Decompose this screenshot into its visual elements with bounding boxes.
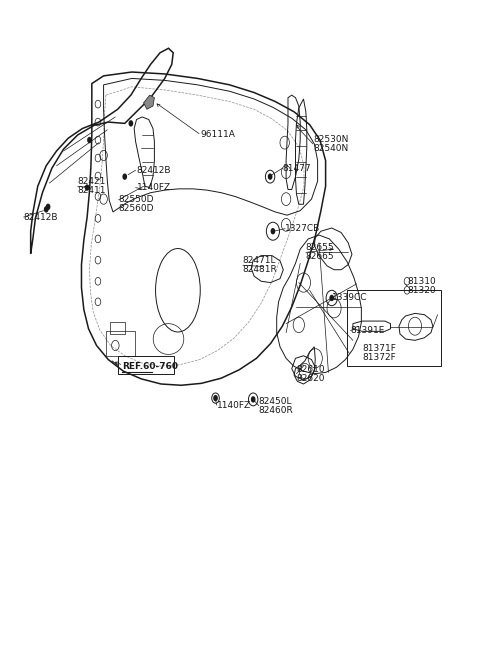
- Text: 82610: 82610: [297, 365, 325, 374]
- Circle shape: [87, 137, 92, 143]
- Circle shape: [271, 228, 275, 234]
- Text: 1327CB: 1327CB: [285, 224, 321, 233]
- Text: 81477: 81477: [282, 164, 311, 173]
- Text: 82460R: 82460R: [259, 406, 294, 415]
- Text: 82665: 82665: [306, 252, 335, 261]
- Text: 82412B: 82412B: [136, 166, 171, 175]
- Text: 1140FZ: 1140FZ: [136, 183, 170, 192]
- Text: 82655: 82655: [306, 244, 335, 252]
- Text: 82421: 82421: [78, 178, 106, 186]
- Text: 82471L: 82471L: [243, 256, 276, 265]
- Text: 82560D: 82560D: [119, 204, 154, 214]
- Text: 82550D: 82550D: [119, 195, 154, 204]
- Bar: [110, 322, 125, 334]
- Text: 82450L: 82450L: [259, 397, 292, 406]
- Text: 1339CC: 1339CC: [332, 293, 367, 302]
- Circle shape: [213, 395, 218, 402]
- Circle shape: [268, 174, 273, 180]
- Text: 82481R: 82481R: [243, 265, 277, 274]
- Circle shape: [85, 184, 89, 191]
- Text: 81391E: 81391E: [350, 326, 385, 335]
- Text: 96111A: 96111A: [200, 130, 235, 140]
- Bar: [106, 331, 135, 356]
- Text: 82540N: 82540N: [313, 144, 348, 153]
- Circle shape: [44, 206, 48, 213]
- Text: REF.60-760: REF.60-760: [122, 362, 179, 371]
- Text: 81320: 81320: [407, 286, 436, 295]
- Bar: [347, 290, 441, 366]
- Circle shape: [129, 120, 133, 126]
- Text: 81371F: 81371F: [362, 343, 396, 352]
- Text: 82412B: 82412B: [24, 213, 58, 221]
- Circle shape: [122, 174, 127, 180]
- Text: 81310: 81310: [407, 277, 436, 286]
- Circle shape: [46, 204, 50, 210]
- Text: 1140FZ: 1140FZ: [216, 401, 251, 409]
- Text: 82620: 82620: [297, 374, 325, 383]
- Text: 82530N: 82530N: [313, 135, 348, 144]
- Text: 82411: 82411: [78, 185, 106, 195]
- Polygon shape: [144, 95, 155, 109]
- Circle shape: [329, 295, 334, 301]
- Text: 81372F: 81372F: [362, 352, 396, 362]
- Circle shape: [251, 396, 255, 403]
